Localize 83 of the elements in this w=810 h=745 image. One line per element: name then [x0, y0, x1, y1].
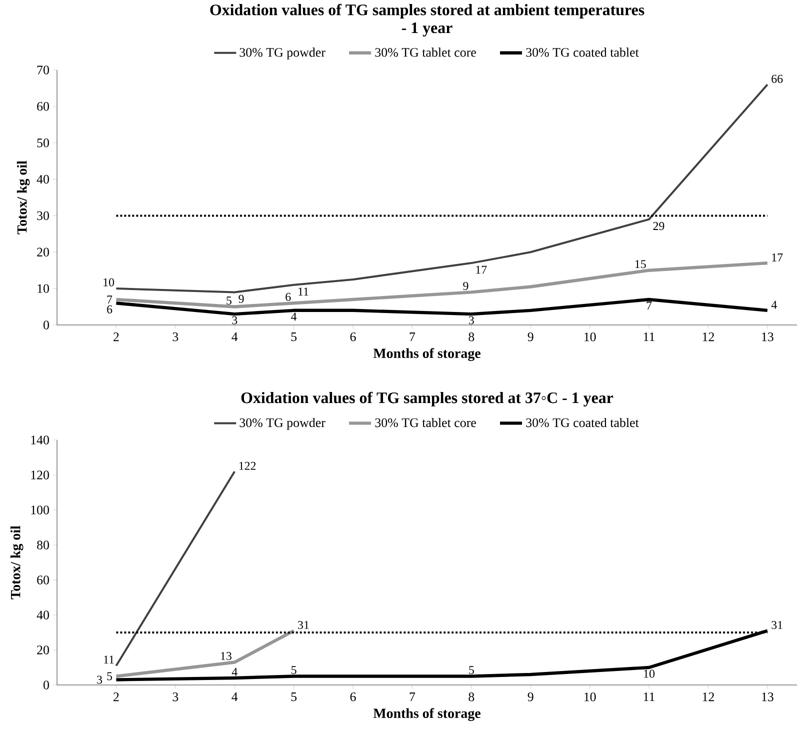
data-label: 13	[221, 652, 232, 660]
x-tick-label: 13	[762, 692, 774, 702]
y-tick-label: 100	[31, 506, 49, 514]
x-tick-label: 4	[232, 332, 238, 342]
x-tick-label: 8	[468, 332, 474, 342]
data-label: 15	[635, 260, 646, 268]
chart-title: Oxidation values of TG samples stored at 37◦C - 1 year	[241, 392, 614, 406]
y-tick-label: 40	[36, 174, 49, 184]
x-tick-label: 8	[468, 692, 474, 702]
data-label: 4	[291, 312, 297, 320]
x-tick-label: 2	[114, 692, 119, 702]
legend-label: 30% TG tablet core	[375, 418, 476, 428]
y-tick-label: 10	[38, 284, 49, 293]
y-tick-label: 40	[36, 610, 49, 620]
data-label: 5	[292, 666, 296, 674]
legend-label: 30% TG coated tablet	[526, 418, 639, 428]
data-label: 17	[772, 253, 783, 262]
legend-label: 30% TG powder	[240, 48, 326, 60]
line-series	[114, 261, 770, 308]
legend-label: 30% TG powder	[240, 418, 326, 430]
x-tick-label: 9	[528, 332, 534, 342]
x-tick-label: 6	[350, 692, 356, 702]
y-axis-title: Totox/ kg oil	[16, 160, 30, 234]
data-label: 6	[107, 305, 112, 314]
data-label: 29	[653, 222, 664, 230]
x-axis-title: Months of storage	[373, 708, 480, 721]
data-label: 4	[771, 300, 777, 309]
data-label: 3	[469, 316, 474, 324]
data-label: 11	[298, 288, 308, 296]
y-axis-title: Totox/ kg oil	[10, 526, 24, 600]
data-label: 17	[476, 266, 487, 274]
data-label: 5	[107, 672, 112, 680]
y-tick-label: 140	[31, 436, 49, 444]
x-tick-label: 7	[410, 692, 416, 701]
x-tick-label: 3	[172, 332, 178, 342]
x-tick-label: 10	[584, 332, 596, 342]
data-label: 3	[97, 676, 102, 684]
y-tick-label: 120	[31, 470, 49, 480]
data-label: 9	[463, 282, 468, 290]
legend-label: 30% TG tablet core	[375, 48, 476, 57]
x-tick-label: 6	[350, 332, 356, 342]
y-tick-label: 50	[37, 138, 49, 148]
y-tick-label: 20	[37, 248, 49, 256]
data-label: 3	[232, 316, 238, 324]
data-label: 5	[226, 296, 232, 305]
y-tick-label: 0	[44, 320, 49, 330]
x-tick-label: 10	[584, 692, 596, 702]
data-label: 11	[104, 656, 114, 664]
data-label: 10	[644, 670, 655, 678]
y-tick-label: 30	[37, 211, 49, 220]
y-tick-label: 80	[37, 540, 49, 550]
x-tick-label: 3	[172, 692, 178, 702]
data-label: 10	[104, 278, 114, 286]
data-label: 122	[239, 462, 256, 470]
y-tick-label: 0	[44, 680, 49, 690]
x-tick-label: 12	[702, 692, 714, 702]
x-tick-label: 11	[644, 692, 654, 702]
y-tick-label: 20	[37, 646, 49, 654]
line-series	[115, 84, 768, 294]
data-label: 4	[232, 668, 238, 676]
x-tick-label: 13	[762, 332, 774, 342]
x-tick-label: 11	[644, 332, 654, 342]
data-label: 31	[298, 620, 309, 630]
y-tick-label: 70	[37, 66, 49, 74]
x-tick-label: 5	[291, 332, 297, 342]
x-tick-label: 7	[410, 332, 416, 341]
x-tick-label: 4	[232, 692, 238, 702]
x-tick-label: 5	[291, 692, 297, 702]
data-label: 9	[238, 294, 244, 303]
data-label: 31	[772, 620, 782, 630]
data-label: 5	[469, 666, 474, 674]
data-label: 7	[107, 296, 112, 304]
data-label: 66	[772, 74, 783, 83]
data-label: 7	[646, 302, 652, 310]
x-tick-label: 2	[114, 332, 119, 342]
data-label: 6	[286, 292, 291, 301]
x-tick-label: 12	[702, 332, 714, 342]
x-axis-title: Months of storage	[373, 348, 480, 361]
x-tick-label: 9	[528, 692, 534, 702]
y-tick-label: 60	[37, 102, 49, 111]
chart-title: Oxidation values of TG samples stored at ambient temperatures - 1 year	[210, 4, 644, 36]
y-tick-label: 60	[37, 576, 49, 584]
legend-label: 30% TG coated tablet	[526, 48, 639, 57]
